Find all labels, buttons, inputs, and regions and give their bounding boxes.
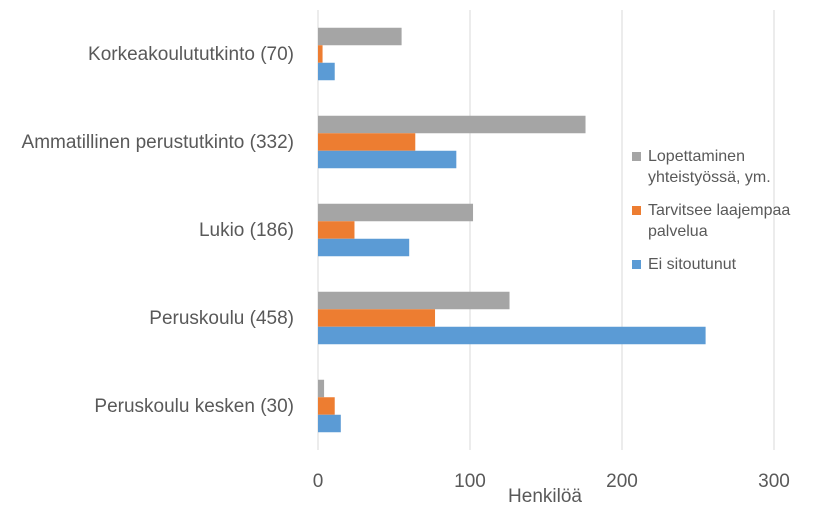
- bar: [318, 203, 474, 222]
- bar: [318, 62, 335, 81]
- legend-swatch: [632, 260, 641, 269]
- bar: [318, 414, 341, 433]
- bar: [318, 150, 457, 169]
- x-tick-label: 200: [606, 471, 638, 492]
- bar: [318, 27, 402, 46]
- legend-item: Lopettaminen yhteistyössä, ym.: [632, 146, 812, 188]
- category-label: Ammatillinen perustutkinto (332): [4, 131, 294, 154]
- bar: [318, 397, 335, 415]
- bar: [318, 45, 323, 63]
- legend-item: Tarvitsee laajempaa palvelua: [632, 200, 812, 242]
- legend-label: Tarvitsee laajempaa palvelua: [648, 202, 791, 240]
- bar: [318, 115, 586, 134]
- legend-label: Ei sitoutunut: [648, 256, 737, 273]
- category-label-text: Lukio (186): [198, 219, 294, 241]
- legend-label: Lopettaminen yhteistyössä, ym.: [648, 148, 771, 186]
- x-tick-label: 300: [758, 471, 790, 492]
- bar: [318, 309, 436, 327]
- x-tick-label: 0: [313, 471, 324, 492]
- bar: [318, 291, 510, 310]
- category-label-text: Peruskoulu kesken (30): [94, 395, 294, 417]
- bar: [318, 133, 416, 151]
- bar: [318, 379, 325, 398]
- x-tick-label: 100: [454, 471, 486, 492]
- category-label: Korkeakoulututkinto (70): [4, 43, 294, 66]
- category-label-text: Ammatillinen perustutkinto (332): [21, 131, 294, 153]
- bar: [318, 221, 355, 239]
- bar: [318, 238, 410, 257]
- category-label-text: Korkeakoulututkinto (70): [88, 43, 294, 65]
- legend-swatch: [632, 152, 641, 161]
- category-label: Lukio (186): [4, 219, 294, 242]
- category-label: Peruskoulu kesken (30): [4, 395, 294, 418]
- category-label-text: Peruskoulu (458): [149, 307, 294, 329]
- legend-swatch: [632, 206, 641, 215]
- legend-item: Ei sitoutunut: [632, 254, 812, 275]
- bar: [318, 326, 706, 345]
- x-axis-label: Henkilöä: [508, 486, 582, 507]
- category-label: Peruskoulu (458): [4, 307, 294, 330]
